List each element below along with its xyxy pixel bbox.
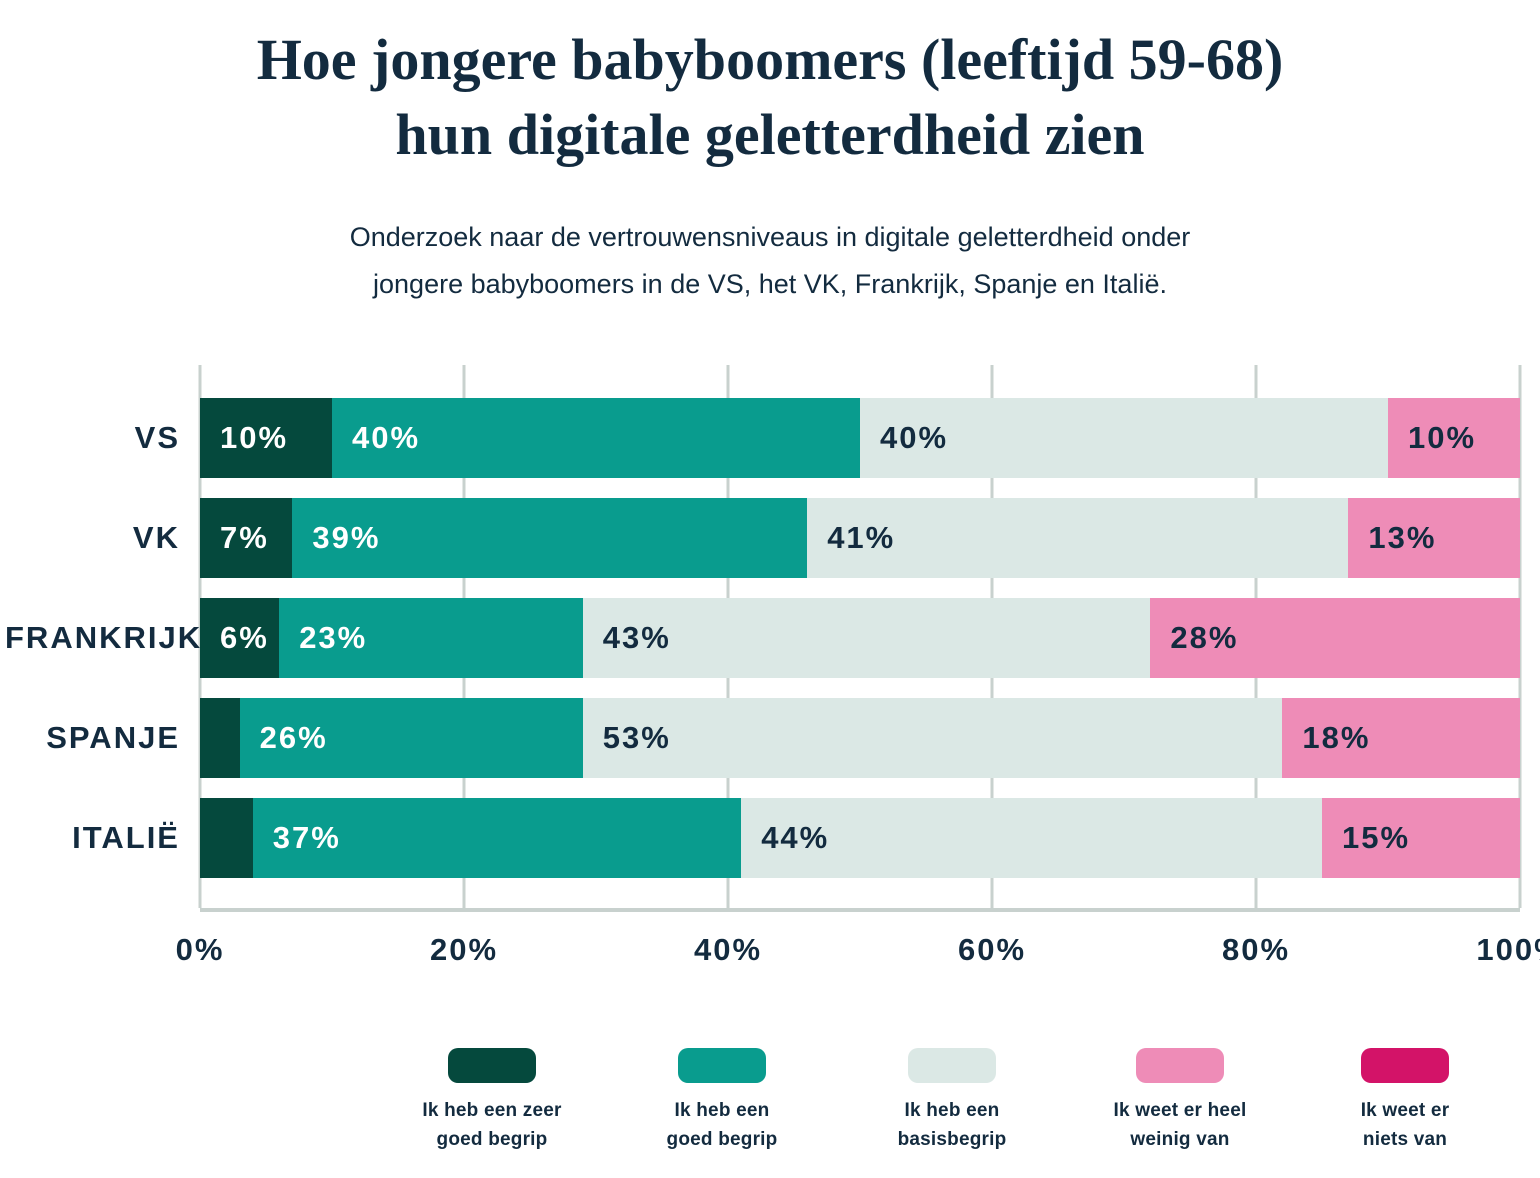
legend-label-line1: Ik heb een	[904, 1100, 1000, 1121]
chart-subtitle-line1: Onderzoek naar de vertrouwensniveaus in …	[349, 222, 1191, 252]
legend-swatch-teal	[678, 1048, 766, 1083]
bar-segment: 23%	[279, 598, 583, 678]
x-tick-label-40: 40%	[693, 932, 763, 967]
bar-segment: 10%	[200, 398, 332, 478]
bar-segment: 26%	[239, 698, 583, 778]
legend-swatch-pink	[1136, 1048, 1224, 1083]
bar-segment: 28%	[1150, 598, 1520, 678]
bar-row-3: 6% 23% 43% 28%	[200, 598, 1520, 678]
legend-label-line2: basisbegrip	[897, 1129, 1007, 1151]
bar-row-1: 10% 40% 40% 10%	[200, 398, 1520, 478]
bar-segment	[200, 798, 253, 878]
legend-label-line2: goed begrip	[436, 1129, 548, 1151]
legend-label-line2: weinig van	[1130, 1129, 1230, 1151]
category-label-1: VS	[134, 420, 180, 455]
legend-swatch-magenta	[1361, 1048, 1449, 1083]
legend-swatch-dark_green	[448, 1048, 536, 1083]
bar-segment: 40%	[860, 398, 1388, 478]
legend-label-2: Ik heb een goed begrip	[602, 1096, 842, 1155]
legend-label-line1: Ik heb een zeer	[422, 1100, 562, 1121]
x-tick-label-20: 20%	[429, 932, 499, 967]
plot-area: VS 10% 40% 40% 10% VK 7% 39% 41% 13% FRANKRIJK 6% 23…	[5, 365, 1522, 912]
bar-segment: 41%	[807, 498, 1349, 578]
category-label-4: SPANJE	[46, 720, 180, 755]
bar-row-2: 7% 39% 41% 13%	[200, 498, 1520, 578]
x-tick-label-100: 100%	[1476, 932, 1540, 967]
bar-segment	[200, 698, 240, 778]
legend-item-1: Ik heb een zeer goed begrip	[372, 1048, 612, 1155]
chart-title-line1: Hoe jongere babyboomers (leeftijd 59-68)	[256, 27, 1284, 92]
bar-row-5: 37% 44% 15%	[200, 798, 1520, 878]
x-tick-label-80: 80%	[1221, 932, 1291, 967]
legend-label-line1: Ik weet er heel	[1113, 1100, 1247, 1121]
bar-segment: 18%	[1282, 698, 1520, 778]
legend-label-line1: Ik heb een	[674, 1100, 770, 1121]
legend-swatch-light_mint	[908, 1048, 996, 1083]
bar-segment: 7%	[200, 498, 293, 578]
bar-segment: 37%	[252, 798, 742, 878]
bar-segment: 53%	[582, 698, 1283, 778]
legend-label-4: Ik weet er heel weinig van	[1060, 1096, 1300, 1155]
category-label-5: ITALIË	[72, 820, 180, 855]
bar-segment: 13%	[1348, 498, 1520, 578]
legend-label-5: Ik weet er niets van	[1285, 1096, 1525, 1155]
legend-item-3: Ik heb een basisbegrip	[832, 1048, 1072, 1155]
bar-segment: 6%	[200, 598, 280, 678]
bar-segment: 10%	[1388, 398, 1520, 478]
legend-item-4: Ik weet er heel weinig van	[1060, 1048, 1300, 1155]
category-label-3: FRANKRIJK	[5, 620, 203, 655]
legend-label-line2: goed begrip	[666, 1129, 778, 1151]
legend-label-3: Ik heb een basisbegrip	[832, 1096, 1072, 1155]
legend-item-2: Ik heb een goed begrip	[602, 1048, 842, 1155]
bar-segment: 44%	[741, 798, 1322, 878]
legend-item-5: Ik weet er niets van	[1285, 1048, 1525, 1155]
bar-segment: 43%	[582, 598, 1151, 678]
x-tick-label-60: 60%	[957, 932, 1027, 967]
legend-label-line2: niets van	[1362, 1129, 1448, 1151]
gridline-100	[1518, 365, 1522, 908]
legend-label-line1: Ik weet er	[1360, 1100, 1450, 1121]
bar-segment: 15%	[1321, 798, 1520, 878]
chart-subtitle: Onderzoek naar de vertrouwensniveaus in …	[0, 214, 1540, 309]
legend-label-1: Ik heb een zeer goed begrip	[372, 1096, 612, 1155]
bar-segment: 39%	[292, 498, 808, 578]
x-tick-label-0: 0%	[175, 932, 225, 967]
bar-row-4: 26% 53% 18%	[200, 698, 1520, 778]
category-label-2: VK	[132, 520, 180, 555]
chart-title-line2: hun digitale geletterdheid zien	[395, 102, 1145, 168]
chart-title: Hoe jongere babyboomers (leeftijd 59-68)…	[0, 22, 1540, 173]
bar-segment: 40%	[332, 398, 860, 478]
chart-subtitle-line2: jongere babyboomers in de VS, het VK, Fr…	[373, 269, 1167, 300]
